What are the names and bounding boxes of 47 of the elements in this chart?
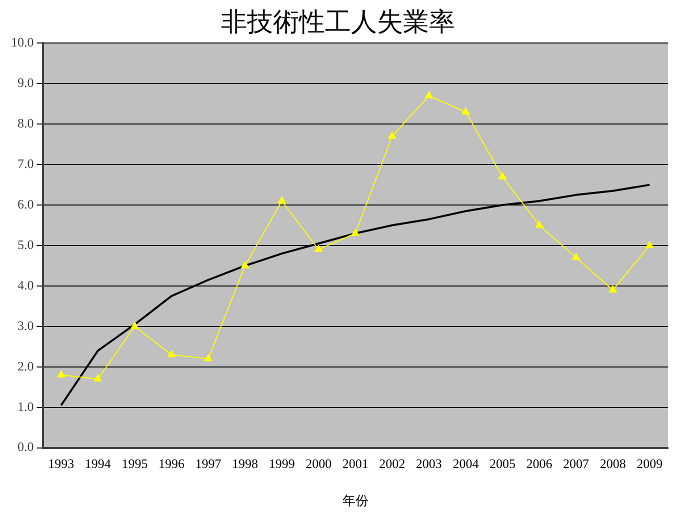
point [535, 220, 544, 228]
x-tick-label: 1993 [48, 456, 74, 472]
y-tick-label: 1.0 [18, 398, 34, 414]
x-tick-label: 2005 [489, 456, 516, 472]
x-tick-label: 2004 [452, 456, 480, 472]
point [168, 350, 176, 358]
x-tick-label: 1996 [158, 456, 185, 472]
y-tick-label: 10.0 [11, 34, 34, 50]
x-tick-label: 2008 [600, 456, 626, 472]
x-tick-label: 1995 [122, 456, 148, 472]
x-tick-label: 2006 [526, 456, 553, 472]
chart-title: 非技術性工人失業率 [221, 7, 455, 38]
x-tick-label: 2009 [636, 456, 663, 472]
x-tick-label: 2003 [416, 456, 442, 472]
point [314, 245, 323, 252]
point [462, 107, 470, 114]
y-tick-label: 8.0 [18, 116, 34, 131]
y-tick-label: 5.0 [18, 236, 34, 252]
point [608, 286, 617, 293]
x-tick-label: 1997 [195, 456, 222, 472]
y-tick-label: 6.0 [18, 196, 34, 212]
point [572, 253, 580, 260]
x-tick-label: 2000 [306, 456, 332, 472]
y-tick-label: 2.0 [18, 358, 34, 374]
point [388, 132, 396, 139]
x-tick-label: 1994 [84, 456, 112, 472]
point [646, 241, 654, 248]
x-tick-label: 2002 [379, 456, 406, 472]
point [498, 172, 506, 180]
point [424, 91, 433, 98]
x-tick-label: 2001 [342, 456, 368, 472]
point [278, 196, 286, 204]
point [130, 322, 139, 329]
x-tick-label: 1998 [232, 456, 258, 472]
y-tick-label: 4.0 [18, 277, 34, 292]
y-tick-label: 3.0 [18, 318, 34, 333]
point [204, 354, 212, 362]
y-tick-label: 7.0 [18, 156, 34, 171]
point [351, 228, 360, 236]
x-tick-label: 1999 [268, 456, 295, 472]
point [57, 370, 66, 378]
x-axis-title: 年份 [342, 492, 368, 508]
y-tick-label: 9.0 [18, 75, 34, 90]
y-tick-label: 0.0 [18, 439, 34, 454]
point [241, 261, 249, 268]
point [94, 374, 102, 382]
x-tick-label: 2007 [563, 456, 590, 472]
